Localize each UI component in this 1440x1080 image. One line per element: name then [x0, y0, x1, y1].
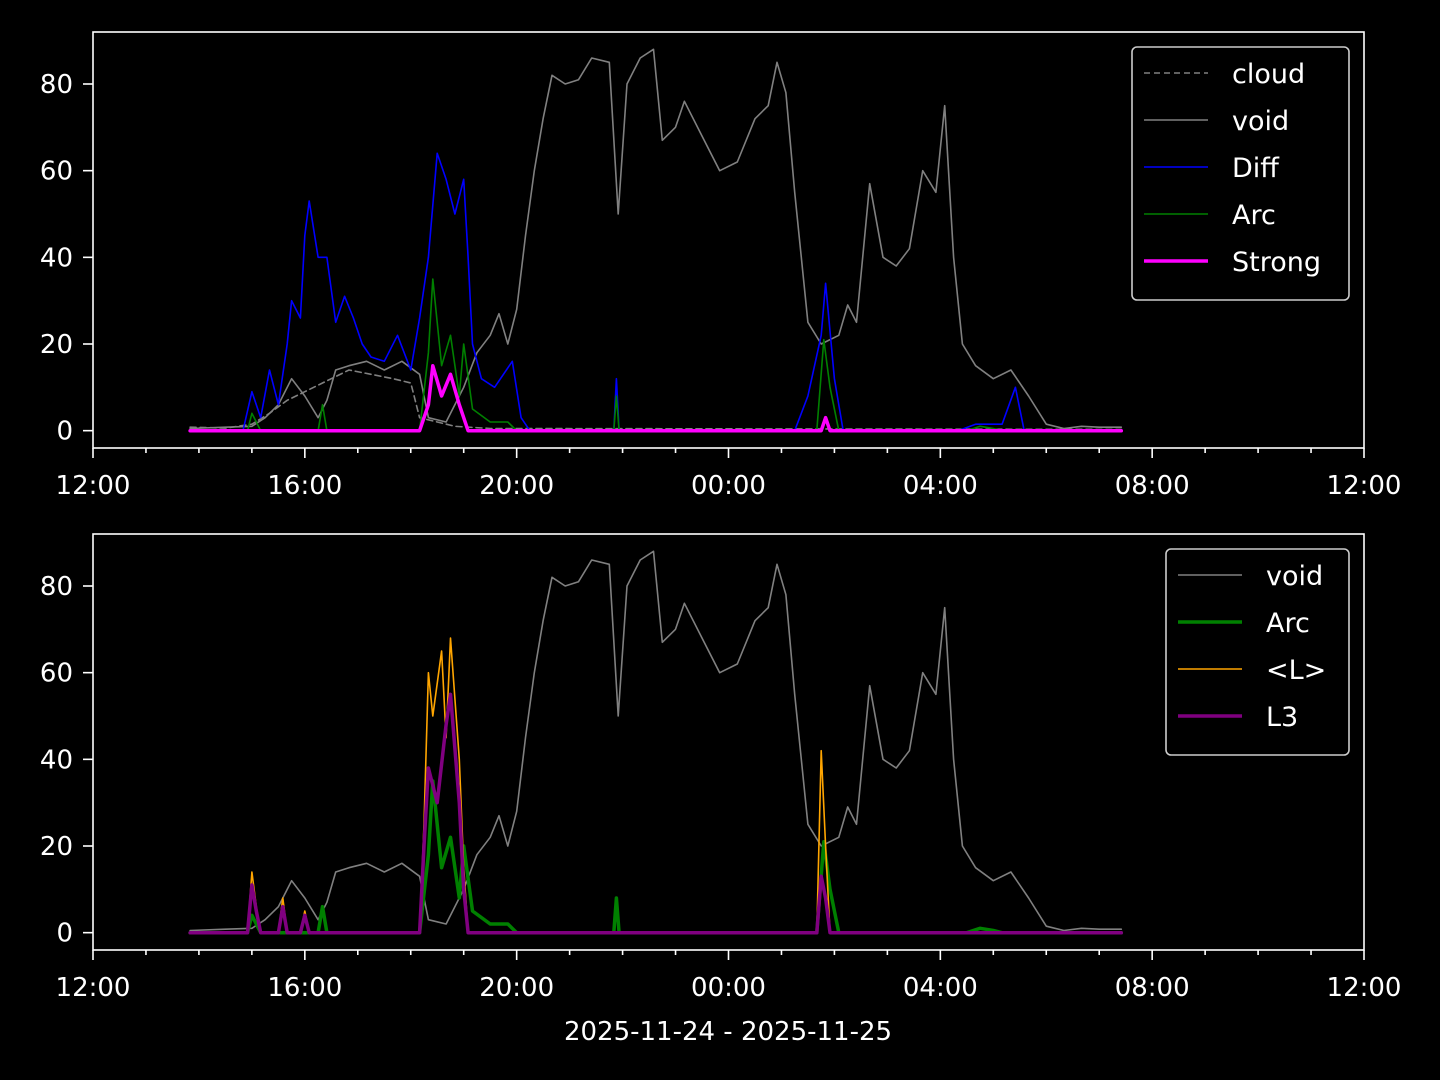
top-chart-x-tick-label: 04:00 — [903, 471, 978, 501]
top-chart-series-strong — [188, 363, 1124, 433]
top-chart-x-tick-label: 20:00 — [479, 471, 554, 501]
top-chart-legend-label-strong: Strong — [1232, 247, 1321, 278]
top-chart-x-tick-label: 16:00 — [267, 471, 342, 501]
bottom-chart-y-tick-label: 40 — [40, 745, 73, 775]
top-chart-series-void — [189, 48, 1123, 430]
top-chart-y-tick-label: 80 — [40, 70, 73, 100]
bottom-chart-legend-label-arc: Arc — [1266, 608, 1310, 639]
bottom-chart-legend-label-void: void — [1266, 561, 1323, 592]
bottom-chart-x-tick-label: 12:00 — [56, 973, 131, 1003]
bottom-chart-xlabel: 2025-11-24 - 2025-11-25 — [564, 1017, 892, 1047]
bottom-chart-y-tick-label: 20 — [40, 832, 73, 862]
top-chart-legend-label-arc: Arc — [1232, 200, 1276, 231]
bottom-chart-series-void — [189, 550, 1123, 932]
bottom-chart-x-tick-label: 12:00 — [1327, 973, 1402, 1003]
bottom-chart-series — [188, 550, 1124, 935]
bottom-chart-x-tick-label: 20:00 — [479, 973, 554, 1003]
bottom-chart-y-tick-label: 60 — [40, 659, 73, 689]
bottom-chart-x-tick-label: 08:00 — [1115, 973, 1190, 1003]
top-chart-series — [188, 48, 1124, 433]
bottom-chart: 12:00 16:00 20:00 00:00 04:00 08:00 12:00 0 20 40… — [40, 533, 1402, 1047]
bottom-chart-x-tick-label: 04:00 — [903, 973, 978, 1003]
top-chart-series-cloud — [189, 369, 1123, 431]
top-chart-axes: 12:00 16:00 20:00 00:00 04:00 08:00 12:00 0 20 40… — [40, 70, 1402, 501]
top-chart-legend-label-cloud: cloud — [1232, 59, 1305, 90]
top-chart-x-tick-label: 12:00 — [56, 471, 131, 501]
top-chart-x-tick-label: 08:00 — [1115, 471, 1190, 501]
bottom-chart-y-tick-label: 0 — [56, 919, 73, 949]
top-chart-y-tick-label: 20 — [40, 330, 73, 360]
top-chart: 12:00 16:00 20:00 00:00 04:00 08:00 12:00 0 20 40… — [40, 31, 1402, 501]
top-chart-legend-label-diff: Diff — [1232, 153, 1280, 184]
top-chart-x-tick-label: 12:00 — [1327, 471, 1402, 501]
bottom-chart-y-tick-label: 80 — [40, 572, 73, 602]
bottom-chart-series-l3 — [188, 692, 1124, 935]
bottom-chart-legend-label-l: <L> — [1266, 655, 1326, 686]
top-chart-legend-label-void: void — [1232, 106, 1289, 137]
top-chart-legend-box — [1131, 46, 1350, 301]
top-chart-y-tick-label: 40 — [40, 243, 73, 273]
top-chart-y-tick-label: 0 — [56, 417, 73, 447]
bottom-chart-x-tick-label: 16:00 — [267, 973, 342, 1003]
bottom-chart-legend-box — [1165, 548, 1350, 756]
bottom-chart-x-tick-label: 00:00 — [691, 973, 766, 1003]
bottom-chart-legend[interactable]: void Arc <L> L3 — [1165, 548, 1350, 756]
bottom-chart-legend-label-l3: L3 — [1266, 702, 1298, 733]
top-chart-series-diff — [189, 152, 1123, 432]
top-chart-legend[interactable]: cloud void Diff Arc Strong — [1131, 46, 1350, 301]
bottom-chart-axes: 12:00 16:00 20:00 00:00 04:00 08:00 12:00 0 20 40… — [40, 572, 1402, 1003]
top-chart-y-tick-label: 60 — [40, 157, 73, 187]
top-chart-x-tick-label: 00:00 — [691, 471, 766, 501]
